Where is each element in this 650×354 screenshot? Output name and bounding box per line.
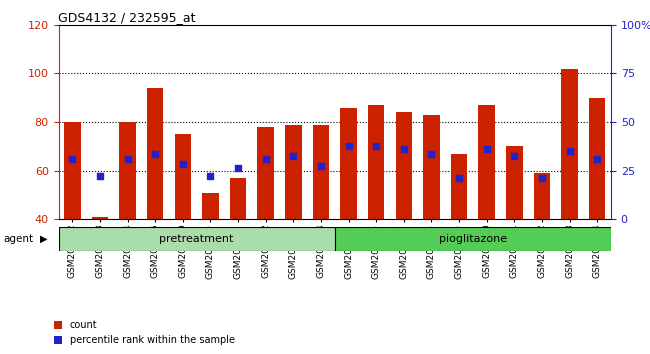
Bar xyxy=(313,125,329,219)
Bar xyxy=(257,127,274,219)
Bar xyxy=(451,154,467,219)
Point xyxy=(288,153,298,159)
Bar xyxy=(120,122,136,219)
Bar xyxy=(423,115,439,219)
Bar xyxy=(395,113,412,219)
Point xyxy=(122,156,133,161)
Point xyxy=(316,163,326,169)
Bar xyxy=(285,125,302,219)
Point xyxy=(482,146,492,152)
Bar xyxy=(92,217,108,219)
Bar xyxy=(589,98,606,219)
Bar xyxy=(368,105,384,219)
Point xyxy=(426,151,437,156)
Bar xyxy=(341,108,357,219)
Bar xyxy=(64,122,81,219)
Point xyxy=(564,149,575,154)
Point xyxy=(150,151,161,156)
Point xyxy=(371,144,382,149)
Point xyxy=(454,175,464,181)
Point xyxy=(95,173,105,178)
Text: GDS4132 / 232595_at: GDS4132 / 232595_at xyxy=(58,11,196,24)
Text: pioglitazone: pioglitazone xyxy=(439,234,507,244)
Point xyxy=(398,146,409,152)
Point xyxy=(509,153,519,159)
Point xyxy=(177,161,188,166)
Point xyxy=(343,144,354,149)
Text: ▶: ▶ xyxy=(40,234,48,244)
Point xyxy=(592,156,603,161)
Point xyxy=(537,175,547,181)
Text: agent: agent xyxy=(3,234,33,244)
Point xyxy=(67,156,77,161)
Bar xyxy=(534,173,550,219)
Point xyxy=(261,156,271,161)
Bar xyxy=(561,69,578,219)
Text: pretreatment: pretreatment xyxy=(159,234,234,244)
Point xyxy=(233,166,243,171)
Bar xyxy=(335,227,611,251)
Bar xyxy=(174,134,191,219)
Bar xyxy=(506,147,523,219)
Point xyxy=(205,173,216,178)
Bar xyxy=(230,178,246,219)
Legend: count, percentile rank within the sample: count, percentile rank within the sample xyxy=(50,316,239,349)
Bar xyxy=(478,105,495,219)
Bar xyxy=(147,88,164,219)
Bar xyxy=(58,227,335,251)
Bar xyxy=(202,193,218,219)
